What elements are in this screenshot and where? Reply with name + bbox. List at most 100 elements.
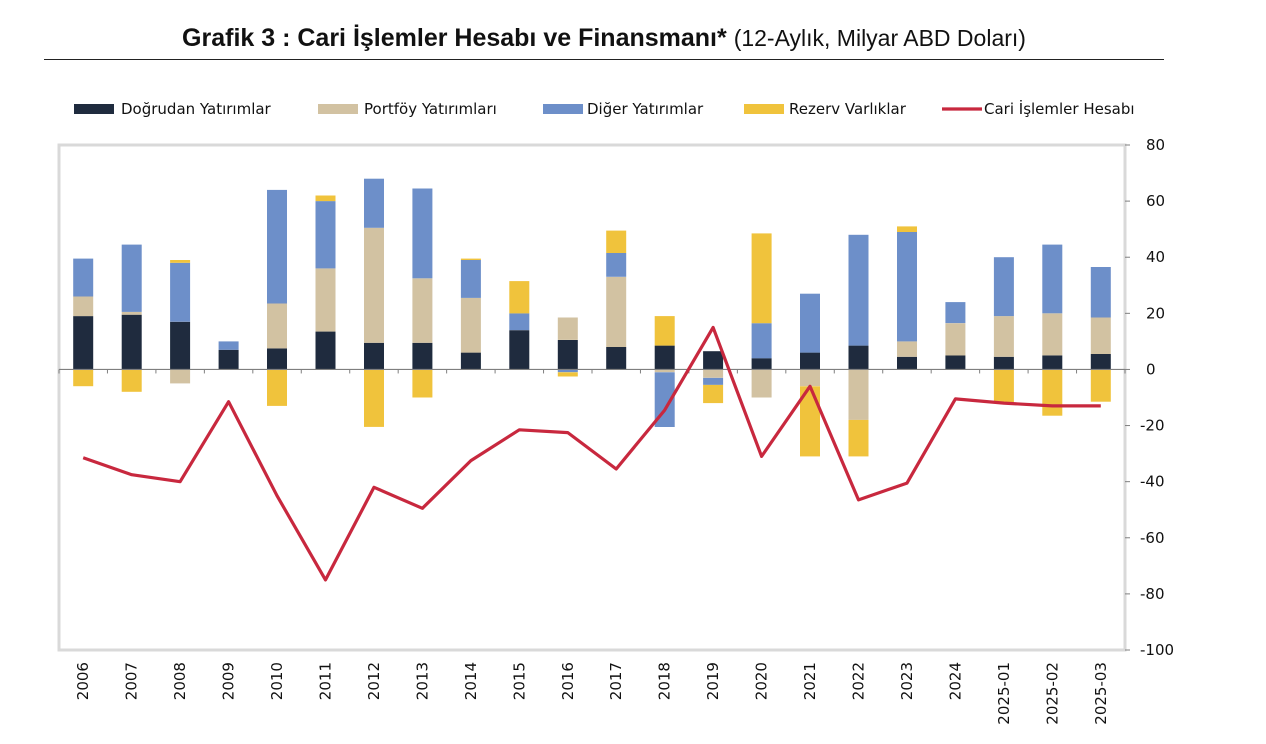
x-tick-label: 2010 bbox=[268, 662, 286, 700]
bar-portf-y-yat-r-mlar--2025-02 bbox=[1042, 313, 1063, 356]
bar-do-rudan-yat-r-mlar-2009 bbox=[218, 349, 239, 370]
x-tick-label: 2018 bbox=[656, 662, 674, 700]
bar-di-er-yat-r-mlar-2007 bbox=[121, 244, 142, 312]
y-tick-label: 40 bbox=[1146, 248, 1165, 266]
bar-di-er-yat-r-mlar-2006 bbox=[73, 258, 94, 297]
bar-portf-y-yat-r-mlar--2012 bbox=[364, 227, 384, 343]
x-tick-label: 2016 bbox=[559, 662, 577, 700]
x-tick-label: 2025-03 bbox=[1092, 662, 1110, 725]
bar-portf-y-yat-r-mlar--2008 bbox=[170, 369, 191, 384]
bar-do-rudan-yat-r-mlar-2006 bbox=[73, 316, 94, 370]
bar-portf-y-yat-r-mlar--2013 bbox=[412, 278, 433, 343]
bar-do-rudan-yat-r-mlar-2016 bbox=[557, 340, 578, 370]
bar-do-rudan-yat-r-mlar-2025-03 bbox=[1090, 354, 1111, 370]
bar-do-rudan-yat-r-mlar-2011 bbox=[315, 331, 336, 370]
bar-do-rudan-yat-r-mlar-2013 bbox=[412, 342, 433, 370]
legend-swatch bbox=[543, 104, 583, 114]
x-tick-label: 2020 bbox=[753, 662, 771, 700]
bar-di-er-yat-r-mlar-2009 bbox=[218, 341, 239, 350]
bar-do-rudan-yat-r-mlar-2007 bbox=[121, 314, 142, 370]
bar-di-er-yat-r-mlar-2015 bbox=[509, 313, 530, 331]
bar-di-er-yat-r-mlar-2014 bbox=[460, 260, 481, 298]
bar-di-er-yat-r-mlar-2010 bbox=[267, 189, 287, 304]
bar-do-rudan-yat-r-mlar-2015 bbox=[509, 330, 530, 370]
x-tick-label: 2019 bbox=[704, 662, 722, 700]
bar-rezerv-varl-klar-2020 bbox=[751, 233, 772, 324]
bar-di-er-yat-r-mlar-2013 bbox=[412, 188, 433, 279]
y-tick-label: 60 bbox=[1146, 192, 1165, 210]
bar-do-rudan-yat-r-mlar-2021 bbox=[800, 352, 820, 370]
x-tick-label: 2015 bbox=[510, 662, 528, 700]
bar-di-er-yat-r-mlar-2024 bbox=[945, 302, 966, 324]
x-tick-label: 2022 bbox=[850, 662, 868, 700]
bar-rezerv-varl-klar-2015 bbox=[509, 281, 530, 314]
bar-do-rudan-yat-r-mlar-2025-02 bbox=[1042, 355, 1063, 370]
x-tick-label: 2014 bbox=[462, 662, 480, 700]
bar-portf-y-yat-r-mlar--2023 bbox=[897, 341, 917, 357]
bar-portf-y-yat-r-mlar--2017 bbox=[606, 276, 627, 347]
bar-di-er-yat-r-mlar-2025-03 bbox=[1090, 267, 1111, 318]
x-tick-label: 2021 bbox=[801, 662, 819, 700]
bar-rezerv-varl-klar-2011 bbox=[315, 195, 336, 202]
bar-di-er-yat-r-mlar-2012 bbox=[364, 178, 384, 228]
bar-di-er-yat-r-mlar-2022 bbox=[848, 234, 869, 346]
bar-rezerv-varl-klar-2019 bbox=[703, 384, 724, 404]
bar-portf-y-yat-r-mlar--2006 bbox=[73, 296, 94, 317]
legend-label: Doğrudan Yatırımlar bbox=[121, 100, 272, 118]
bar-portf-y-yat-r-mlar--2007 bbox=[121, 311, 142, 315]
legend-swatch bbox=[74, 104, 114, 114]
bar-portf-y-yat-r-mlar--2018 bbox=[654, 369, 675, 373]
y-tick-label: -60 bbox=[1140, 529, 1165, 547]
plot-area bbox=[57, 143, 1127, 652]
bar-rezerv-varl-klar-2021 bbox=[800, 386, 820, 457]
bar-do-rudan-yat-r-mlar-2010 bbox=[267, 348, 287, 370]
y-tick-label: -20 bbox=[1140, 417, 1165, 435]
x-tick-label: 2025-01 bbox=[995, 662, 1013, 725]
y-tick-label: 20 bbox=[1146, 304, 1165, 322]
zero-axis bbox=[58, 368, 1126, 374]
title-underline bbox=[44, 59, 1164, 60]
bar-rezerv-varl-klar-2010 bbox=[267, 369, 287, 406]
bar-rezerv-varl-klar-2023 bbox=[897, 226, 917, 232]
bar-rezerv-varl-klar-2018 bbox=[654, 316, 675, 346]
y-tick-label: -100 bbox=[1140, 641, 1174, 659]
bar-di-er-yat-r-mlar-2025-01 bbox=[993, 257, 1014, 317]
bar-do-rudan-yat-r-mlar-2008 bbox=[170, 321, 191, 370]
x-tick-label: 2009 bbox=[220, 662, 238, 700]
y-tick-label: 80 bbox=[1146, 136, 1165, 154]
legend-item-2: Portföy Yatırımları bbox=[318, 100, 497, 118]
bar-di-er-yat-r-mlar-2016 bbox=[557, 369, 578, 373]
legend-item-4: Rezerv Varlıklar bbox=[744, 100, 907, 118]
bar-di-er-yat-r-mlar-2021 bbox=[800, 293, 820, 353]
bar-do-rudan-yat-r-mlar-2017 bbox=[606, 347, 627, 370]
bar-rezerv-varl-klar-2013 bbox=[412, 369, 433, 398]
bar-do-rudan-yat-r-mlar-2014 bbox=[460, 352, 481, 370]
x-tick-label: 2011 bbox=[317, 662, 335, 700]
bar-do-rudan-yat-r-mlar-2025-01 bbox=[993, 356, 1014, 370]
x-tick-label: 2007 bbox=[123, 662, 141, 700]
legend-swatch bbox=[744, 104, 784, 114]
bar-rezerv-varl-klar-2007 bbox=[121, 369, 142, 392]
bar-di-er-yat-r-mlar-2023 bbox=[897, 232, 917, 342]
y-tick-label: -80 bbox=[1140, 585, 1165, 603]
bar-rezerv-varl-klar-2012 bbox=[364, 369, 384, 427]
x-axis: 2006 2007 2008 2009 2010 2011 2012 2013 2014 2015… bbox=[74, 662, 1110, 725]
bar-do-rudan-yat-r-mlar-2020 bbox=[751, 358, 772, 370]
bar-portf-y-yat-r-mlar--2019 bbox=[703, 369, 724, 378]
bar-di-er-yat-r-mlar-2020 bbox=[751, 323, 772, 359]
chart-legend: Doğrudan Yatırımlar Portföy Yatırımları Di… bbox=[74, 99, 1135, 118]
legend-label: Cari İşlemler Hesabı bbox=[984, 99, 1135, 118]
legend-label: Rezerv Varlıklar bbox=[789, 100, 907, 118]
legend-item-1: Doğrudan Yatırımlar bbox=[74, 100, 272, 118]
bar-portf-y-yat-r-mlar--2021 bbox=[800, 369, 820, 387]
bar-di-er-yat-r-mlar-2017 bbox=[606, 253, 627, 277]
bar-do-rudan-yat-r-mlar-2018 bbox=[654, 345, 675, 370]
bar-do-rudan-yat-r-mlar-2024 bbox=[945, 355, 966, 370]
bar-portf-y-yat-r-mlar--2025-03 bbox=[1090, 317, 1111, 354]
chart-subtitle: (12-Aylık, Milyar ABD Doları) bbox=[733, 25, 1026, 51]
y-tick-label: -40 bbox=[1140, 473, 1165, 491]
legend-item-5: Cari İşlemler Hesabı bbox=[942, 99, 1135, 118]
legend-label: Portföy Yatırımları bbox=[364, 100, 497, 118]
bar-do-rudan-yat-r-mlar-2012 bbox=[364, 342, 384, 370]
bar-rezerv-varl-klar-2025-01 bbox=[993, 369, 1014, 404]
